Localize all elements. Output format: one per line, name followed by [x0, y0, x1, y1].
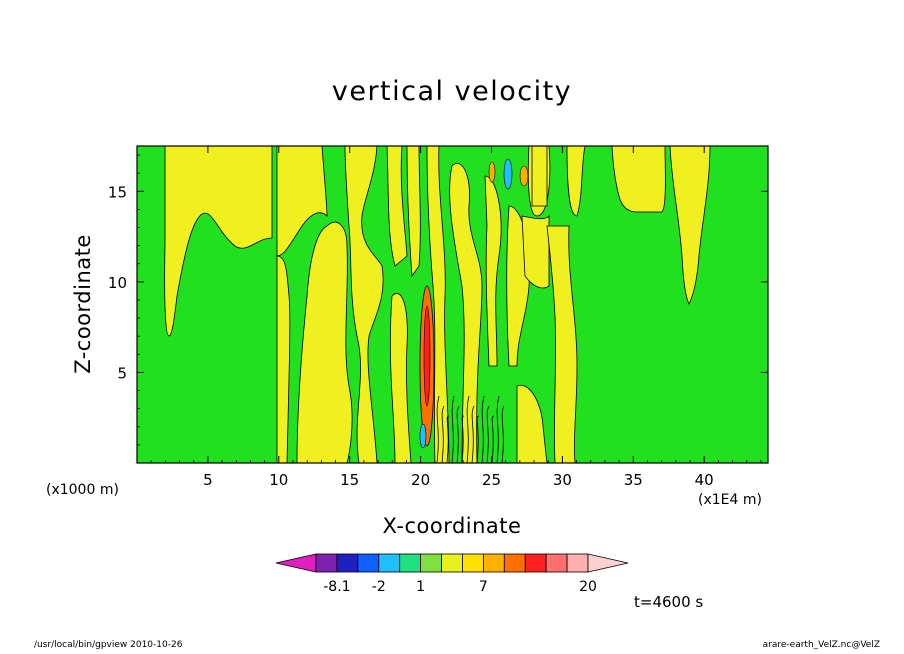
contour-region [296, 221, 353, 463]
contour-region [521, 214, 550, 289]
y-axis-unit: (x1000 m) [46, 482, 119, 498]
colorbar-label: 20 [579, 579, 597, 595]
colorbar: -8.1 -2 1 7 20 [275, 553, 629, 595]
contour-line [486, 405, 490, 463]
y-tick-label: 15 [108, 183, 127, 201]
colorbar-swatch [420, 553, 442, 573]
colorbar-swatch [336, 553, 359, 573]
colorbar-swatch [441, 553, 463, 573]
contour-region [669, 146, 711, 305]
contour-line [496, 395, 500, 463]
chart-title: vertical velocity [331, 76, 573, 107]
x-tick-label: 5 [203, 471, 213, 489]
contour-region [276, 255, 291, 463]
contour-line [476, 415, 480, 463]
contour-line [456, 405, 460, 463]
contour-region [406, 146, 421, 278]
contour-line [451, 395, 455, 463]
contour-region [566, 146, 586, 217]
x-tick-label: 10 [269, 471, 288, 489]
contour-region [531, 146, 548, 207]
x-tick-label: 40 [695, 471, 714, 489]
colorbar-swatch [315, 553, 338, 573]
time-label: t=4600 s [634, 593, 704, 611]
y-tick-label: 5 [117, 364, 127, 382]
colorbar-label: 7 [479, 579, 488, 595]
contour-region [426, 146, 450, 463]
y-axis: 5 10 15 [108, 154, 768, 446]
downdraft-cell [419, 423, 427, 449]
contour-line [461, 415, 465, 463]
plot-area [137, 146, 768, 463]
contour-region [276, 146, 328, 257]
contour-line [491, 415, 495, 463]
x-axis-unit: (x1E4 m) [698, 492, 762, 508]
colorbar-swatch [566, 553, 589, 573]
updraft-cell [488, 161, 496, 183]
colorbar-min-arrow [275, 553, 317, 573]
colorbar-swatch [482, 553, 505, 573]
plot-frame [136, 145, 769, 464]
colorbar-label: -2 [372, 579, 386, 595]
contour-line [481, 395, 485, 463]
footer-file: arare-earth_VelZ.nc@VelZ [762, 640, 880, 650]
y-tick-label: 10 [108, 274, 127, 292]
contour-line [436, 395, 440, 463]
contour-region [164, 146, 273, 337]
colorbar-max-arrow [587, 553, 629, 573]
updraft-cell [519, 165, 529, 187]
contour-line [501, 405, 505, 463]
colorbar-swatch [503, 553, 526, 573]
contour-region [389, 293, 412, 463]
contour-region [449, 163, 483, 463]
x-axis: 5 10 15 20 25 30 35 40 [150, 146, 762, 489]
colorbar-swatch [357, 553, 380, 573]
contour-line [471, 405, 475, 463]
contour-region [386, 146, 408, 267]
colorbar-swatch [462, 553, 484, 573]
x-tick-label: 35 [624, 471, 643, 489]
x-axis-label: X-coordinate [382, 514, 522, 538]
x-tick-label: 15 [340, 471, 359, 489]
colorbar-swatch [524, 553, 547, 573]
colorbar-label: -8.1 [323, 579, 350, 595]
downdraft-cell [503, 158, 513, 190]
contour-line [466, 395, 470, 463]
colorbar-swatch [399, 553, 422, 573]
y-axis-label: Z-coordinate [71, 234, 95, 374]
contour-region [611, 146, 666, 213]
contour-region [546, 225, 578, 463]
x-tick-label: 30 [553, 471, 572, 489]
updraft-max [423, 305, 431, 407]
contour-line [441, 405, 445, 463]
colorbar-swatch [378, 553, 401, 573]
footer-program: /usr/local/bin/gpview 2010-10-26 [34, 640, 183, 650]
x-tick-label: 20 [411, 471, 430, 489]
contour-region [484, 175, 502, 367]
contour-region [344, 146, 384, 463]
colorbar-swatch [545, 553, 568, 573]
colorbar-label: 1 [416, 579, 425, 595]
x-tick-label: 25 [482, 471, 501, 489]
contour-line [446, 415, 450, 463]
